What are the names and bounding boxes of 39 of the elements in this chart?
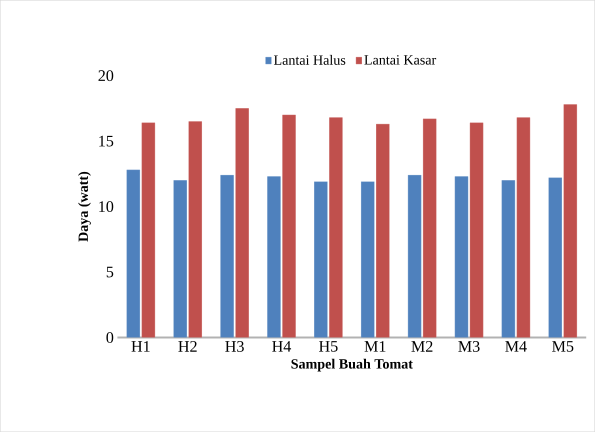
bar [188, 121, 202, 338]
y-tick-label: 0 [106, 332, 114, 343]
x-tick-label: M5 [552, 341, 574, 352]
bar [267, 176, 281, 338]
x-tick-label: M1 [364, 341, 386, 352]
bar [422, 118, 436, 338]
x-axis-title: Sampel Buah Tomat [291, 358, 413, 372]
bar [454, 176, 468, 338]
y-tick-label: 10 [99, 201, 114, 212]
legend-label: Lantai Kasar [364, 55, 436, 65]
bar [376, 124, 390, 338]
bar [516, 117, 530, 338]
x-tick-label: M4 [505, 341, 527, 352]
bar [470, 122, 484, 338]
bar [564, 104, 578, 338]
x-tick-label: H5 [319, 341, 338, 352]
bar [173, 180, 187, 338]
bar [329, 117, 343, 338]
bar [408, 174, 422, 338]
bar [314, 181, 328, 338]
bar [502, 180, 516, 338]
x-tick-label: H3 [225, 341, 244, 352]
bar [360, 181, 374, 338]
y-tick-label: 15 [99, 136, 114, 146]
x-tick-label: M3 [458, 341, 480, 352]
bar [548, 178, 562, 338]
y-axis-title: Daya (watt) [78, 172, 91, 242]
bar [142, 122, 156, 338]
bar [220, 174, 234, 338]
x-tick-label: H2 [178, 341, 197, 352]
legend-label: Lantai Halus [274, 54, 346, 65]
x-tick-label: H4 [272, 341, 292, 352]
bar [235, 108, 249, 338]
bar [282, 114, 296, 338]
y-tick-label: 20 [98, 70, 114, 82]
y-tick-label: 5 [106, 266, 114, 278]
x-tick-label: H1 [131, 341, 150, 352]
bar [126, 170, 140, 338]
x-tick-label: M2 [411, 341, 432, 352]
